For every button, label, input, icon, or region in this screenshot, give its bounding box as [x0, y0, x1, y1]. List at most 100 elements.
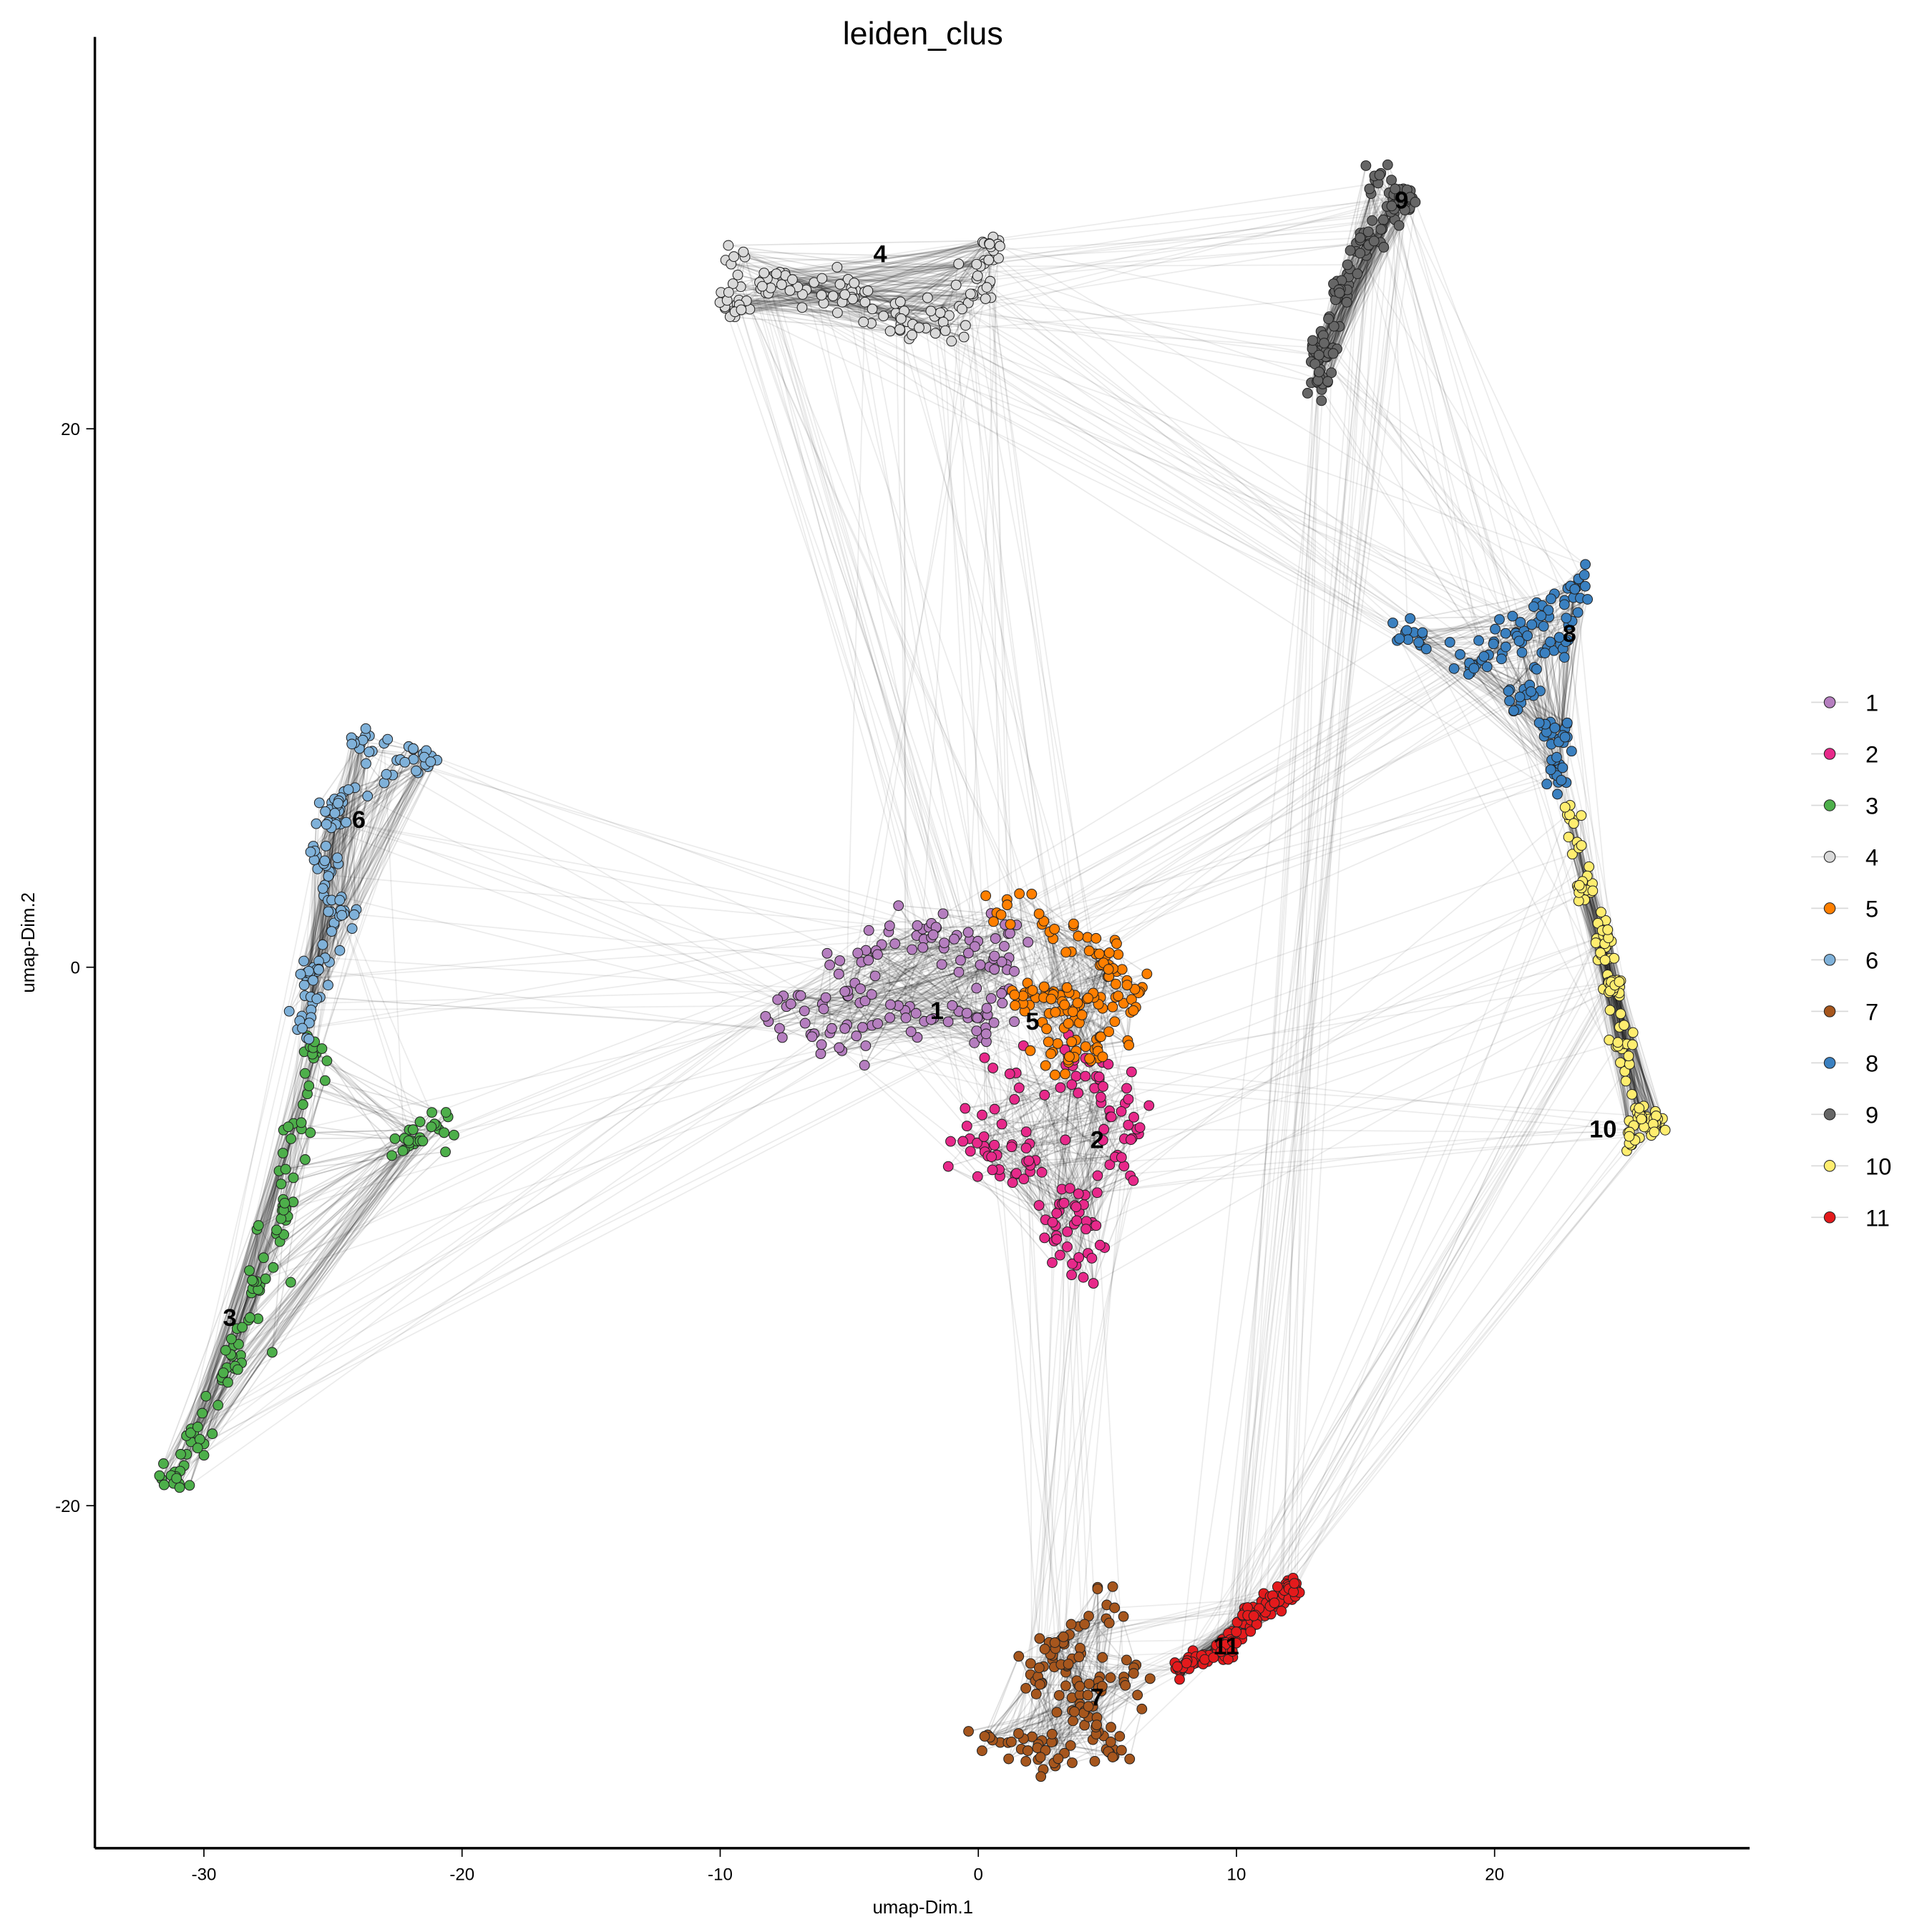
cluster-8-point — [1558, 599, 1570, 610]
cluster-5-point — [1059, 999, 1070, 1010]
edge — [1294, 293, 1335, 1588]
x-axis-label: umap-Dim.1 — [872, 1898, 973, 1918]
cluster-6-point — [326, 926, 337, 937]
edge — [1041, 1060, 1075, 1741]
cluster-2-point — [957, 1136, 969, 1147]
edge — [309, 756, 429, 974]
cluster-5-point — [1128, 1005, 1139, 1016]
edge — [1394, 188, 1538, 603]
edge — [862, 927, 930, 1028]
edge — [857, 952, 1010, 959]
cluster-2-point — [989, 1103, 1000, 1115]
edge — [1108, 1012, 1131, 1111]
edge — [1584, 880, 1621, 1063]
cluster-3-point — [297, 1099, 308, 1110]
edge — [1212, 1046, 1617, 1657]
legend-label-6: 6 — [1865, 947, 1878, 973]
edge — [203, 1141, 418, 1445]
edge — [825, 943, 896, 998]
cluster-5-point — [1103, 947, 1115, 958]
edge — [1322, 247, 1385, 384]
cluster-2-point — [1106, 1111, 1117, 1123]
cluster-5-point — [1009, 990, 1020, 1000]
cluster-5-point — [1083, 945, 1095, 957]
edge — [854, 289, 983, 298]
cluster-7-point — [1105, 1672, 1116, 1683]
edge — [186, 930, 869, 1455]
edge — [899, 260, 985, 331]
cluster-9-point — [1352, 268, 1363, 279]
cluster-8-point — [1546, 593, 1556, 605]
edge — [942, 913, 1045, 1096]
edge — [875, 950, 977, 1032]
edge — [324, 1080, 418, 1142]
cluster-3-point — [440, 1107, 452, 1118]
edge — [341, 753, 424, 916]
cluster-7-point — [1105, 1737, 1116, 1747]
edge — [967, 1116, 1111, 1127]
edge — [205, 1128, 439, 1397]
edge — [766, 278, 960, 972]
cluster-7-point — [1109, 1602, 1121, 1614]
edge — [190, 1053, 317, 1430]
edge — [1030, 1065, 1073, 1166]
cluster-1-point — [949, 933, 960, 945]
edge — [864, 291, 1030, 1161]
edge — [1038, 1095, 1045, 1206]
legend-swatch-7 — [1823, 1005, 1836, 1018]
edge — [1096, 986, 1620, 1226]
cluster-9-point — [1342, 259, 1353, 270]
edge — [308, 823, 333, 1023]
edge — [730, 316, 965, 338]
cluster-2-point — [1126, 1134, 1136, 1146]
cluster-2-point — [1080, 1070, 1091, 1082]
edge — [1035, 1225, 1056, 1694]
cluster-2-point — [1036, 1166, 1048, 1178]
cluster-2-point — [1039, 1089, 1050, 1101]
edge — [864, 242, 985, 293]
cluster-5-point — [1049, 923, 1060, 935]
edge — [1542, 650, 1555, 726]
x-tick-label: 10 — [1227, 1865, 1246, 1885]
edge — [829, 942, 945, 1034]
edge — [1581, 887, 1623, 1049]
edge — [263, 1140, 421, 1259]
cluster-1-point — [989, 964, 1000, 975]
cluster-5-point — [995, 909, 1007, 920]
edge — [805, 289, 990, 967]
edge — [308, 728, 367, 974]
cluster-10-point — [1619, 1020, 1630, 1031]
edge — [993, 1144, 1084, 1278]
cluster-6-point — [346, 738, 358, 750]
cluster-7-point — [1106, 1722, 1116, 1733]
edge — [1041, 1138, 1133, 1174]
edge — [201, 1153, 284, 1414]
cell-points — [154, 159, 1671, 1782]
edge — [345, 737, 352, 823]
cluster-5-point — [1066, 1036, 1078, 1048]
edge — [186, 1171, 280, 1455]
edge — [1041, 937, 1088, 1023]
edge — [1035, 1156, 1116, 1161]
cluster-2-point — [1033, 1200, 1045, 1211]
edge — [1070, 1084, 1097, 1226]
legend-label-7: 7 — [1865, 998, 1878, 1025]
cluster-3-point — [232, 1364, 243, 1375]
cluster-10-point — [1599, 955, 1611, 966]
cluster-7-point — [1035, 1771, 1047, 1782]
edge — [965, 324, 1548, 649]
edge — [823, 971, 960, 1010]
edge — [1450, 612, 1579, 643]
cluster-3-point — [268, 1262, 279, 1273]
edge — [265, 1134, 454, 1279]
y-tick-label: 0 — [71, 958, 80, 977]
edge — [811, 1035, 982, 1039]
cluster-4-point — [983, 254, 995, 265]
cluster-7-point — [1073, 1652, 1085, 1663]
edge — [990, 1156, 1074, 1722]
edge — [190, 1125, 437, 1443]
edge — [1018, 1087, 1098, 1176]
edge — [724, 306, 1013, 1148]
x-tick-label: 0 — [974, 1865, 983, 1885]
cluster-8-point — [1504, 696, 1515, 706]
